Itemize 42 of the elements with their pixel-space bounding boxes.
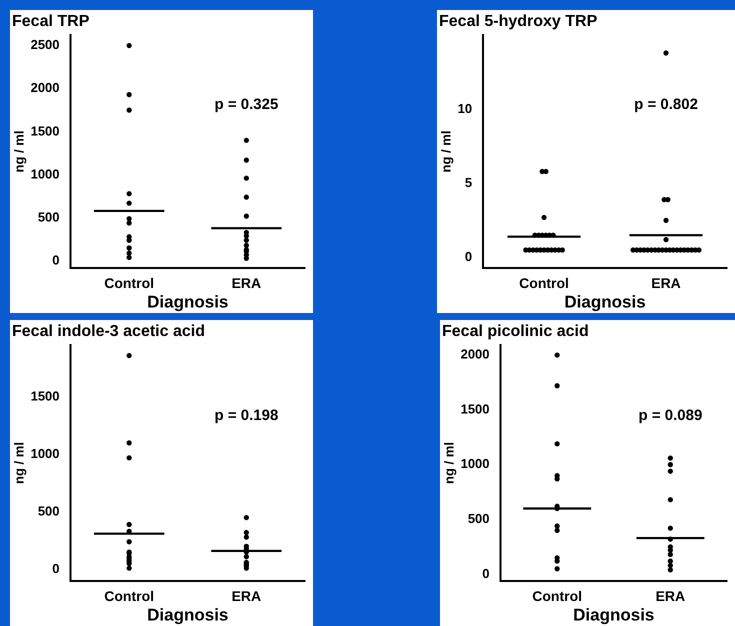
- y-tick-label: 5: [464, 174, 472, 190]
- annotation: p = 0.325: [214, 96, 278, 114]
- y-tick-label: 2000: [30, 80, 60, 96]
- x-tick-label: ERA: [232, 275, 262, 292]
- chart-title: Fecal 5-hydroxy TRP: [439, 13, 598, 30]
- x-axis-title: Diagnosis: [147, 605, 228, 624]
- y-tick-label: 0: [52, 560, 60, 576]
- annotation: p = 0.802: [634, 96, 698, 114]
- y-tick-label: 0: [464, 249, 472, 264]
- annotation: p = 0.198: [214, 407, 278, 424]
- x-tick-label: ERA: [651, 275, 681, 292]
- x-tick-label: Control: [532, 588, 582, 604]
- annotation: p = 0.089: [638, 407, 702, 424]
- y-tick-label: 1500: [30, 123, 60, 138]
- y-tick-label: 2500: [30, 37, 60, 52]
- chart-title: Fecal indole-3 acetic acid: [12, 323, 205, 340]
- y-axis-title: ng / ml: [441, 442, 456, 484]
- chart-title: Fecal TRP: [12, 13, 90, 30]
- y-tick-label: 0: [482, 566, 490, 581]
- x-tick-label: Control: [519, 275, 569, 292]
- y-tick-label: 500: [38, 209, 60, 224]
- y-tick-label: 1000: [460, 456, 490, 472]
- y-tick-label: 500: [468, 511, 490, 526]
- y-axis-title: ng / ml: [438, 130, 454, 172]
- x-axis-title: Diagnosis: [564, 292, 646, 312]
- y-axis-title: ng / ml: [11, 130, 26, 172]
- y-tick-label: 1500: [30, 388, 60, 404]
- y-tick-label: 1500: [460, 401, 490, 416]
- x-tick-label: Control: [104, 275, 154, 292]
- y-tick-label: 2000: [460, 346, 490, 362]
- x-tick-label: ERA: [232, 588, 262, 604]
- y-axis-title: ng / ml: [11, 442, 26, 484]
- chart-title: Fecal picolinic acid: [442, 323, 589, 340]
- x-axis-title: Diagnosis: [147, 292, 228, 312]
- y-tick-label: 1000: [30, 446, 60, 461]
- x-axis-title: Diagnosis: [573, 605, 654, 624]
- y-tick-label: 10: [458, 100, 472, 116]
- x-tick-label: ERA: [656, 588, 686, 604]
- x-tick-label: Control: [104, 588, 154, 604]
- y-tick-label: 500: [38, 503, 60, 518]
- y-tick-label: 0: [52, 252, 60, 268]
- y-tick-label: 1000: [30, 166, 60, 182]
